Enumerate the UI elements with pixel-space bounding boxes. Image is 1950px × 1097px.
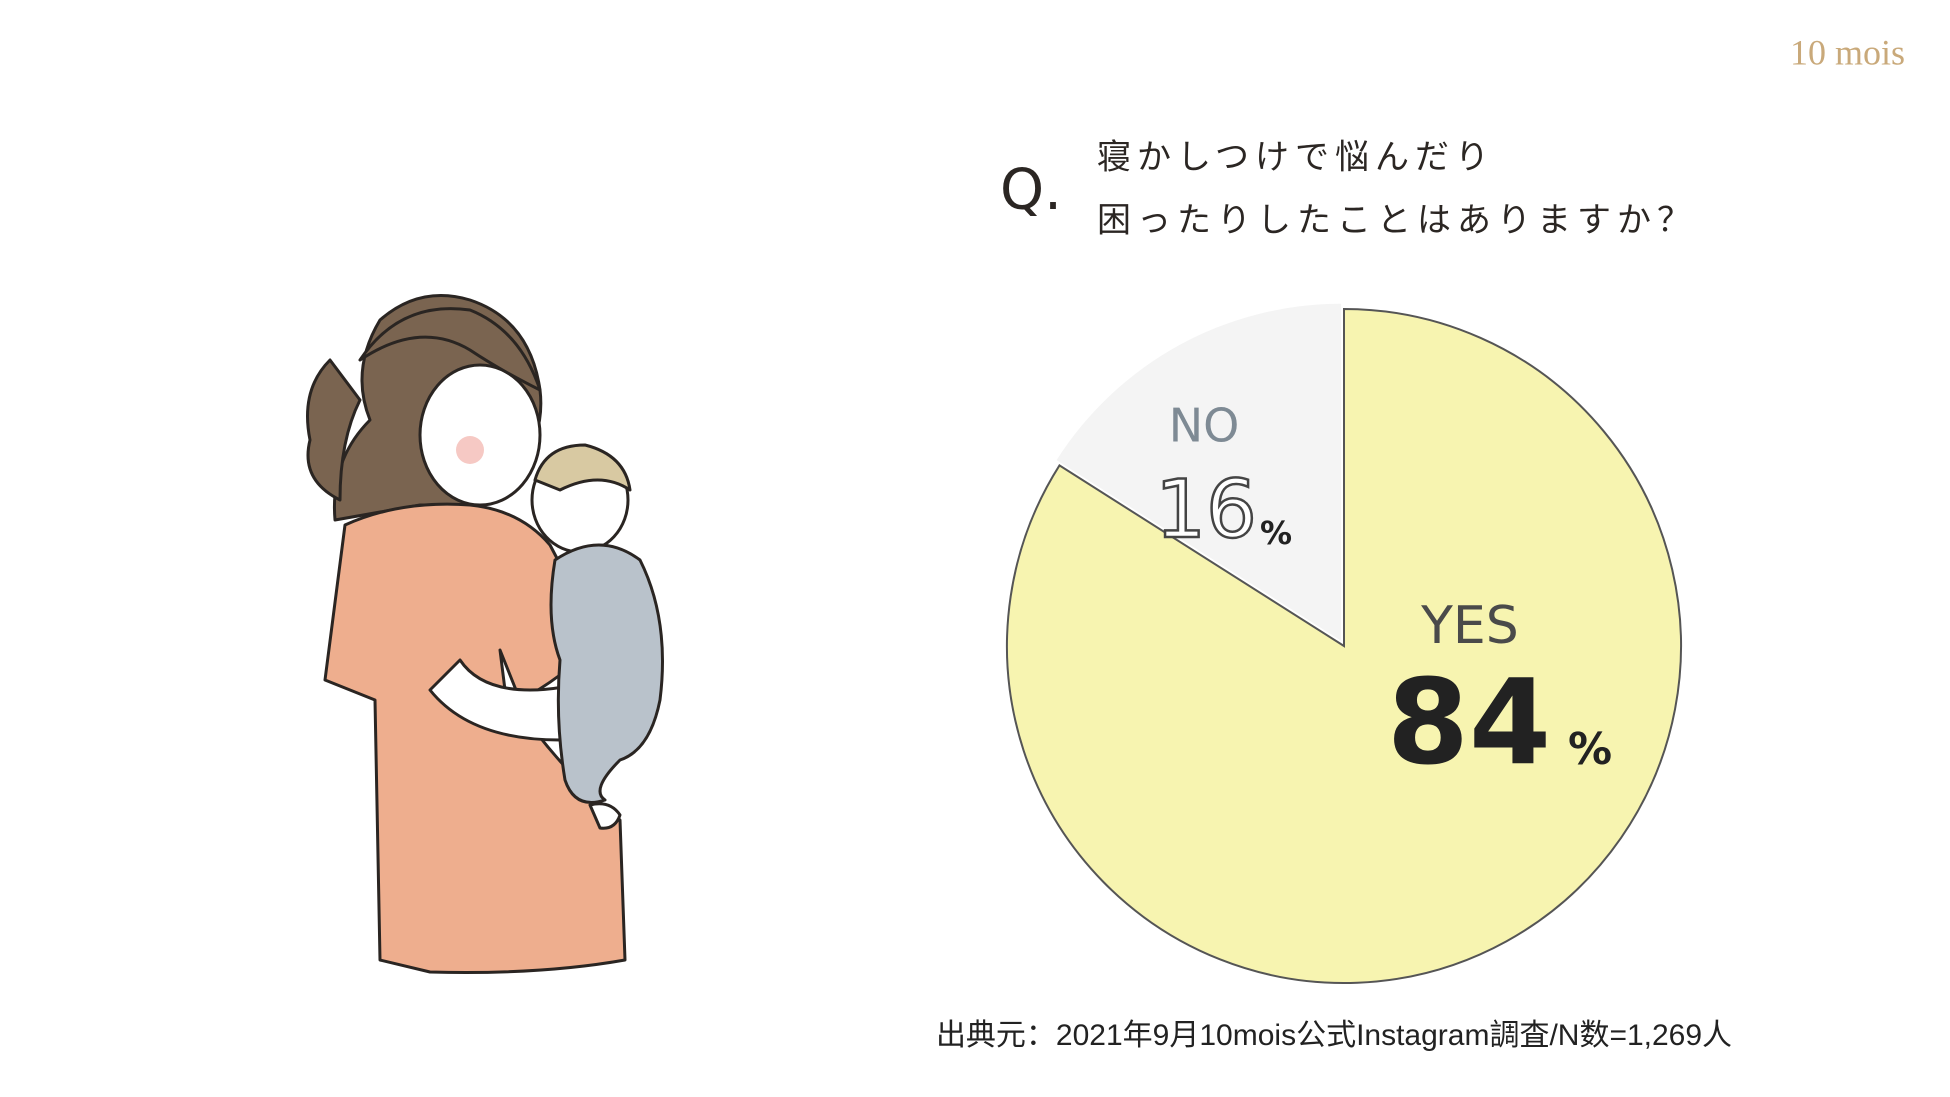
pie-slice <box>1006 307 1682 984</box>
illustration <box>306 294 664 974</box>
slice-value: 84 <box>1387 653 1551 791</box>
question-line: 寝かしつけで悩んだり <box>1097 138 1495 178</box>
question-marker: Q. <box>1000 158 1062 223</box>
pie-slice <box>1056 303 1342 641</box>
slice-value: 16 <box>1155 463 1257 556</box>
question-line: 困ったりしたことはありますか？ <box>1097 201 1697 241</box>
slice-category: NO <box>1169 399 1240 453</box>
brand-logo: 10 mois <box>1790 32 1905 72</box>
slice-category: YES <box>1420 596 1519 656</box>
slice-unit: % <box>1260 514 1292 552</box>
slice-unit: % <box>1568 724 1612 775</box>
source-note: 出典元：2021年9月10mois公式Instagram調査/N数=1,269人 <box>936 1019 1732 1052</box>
